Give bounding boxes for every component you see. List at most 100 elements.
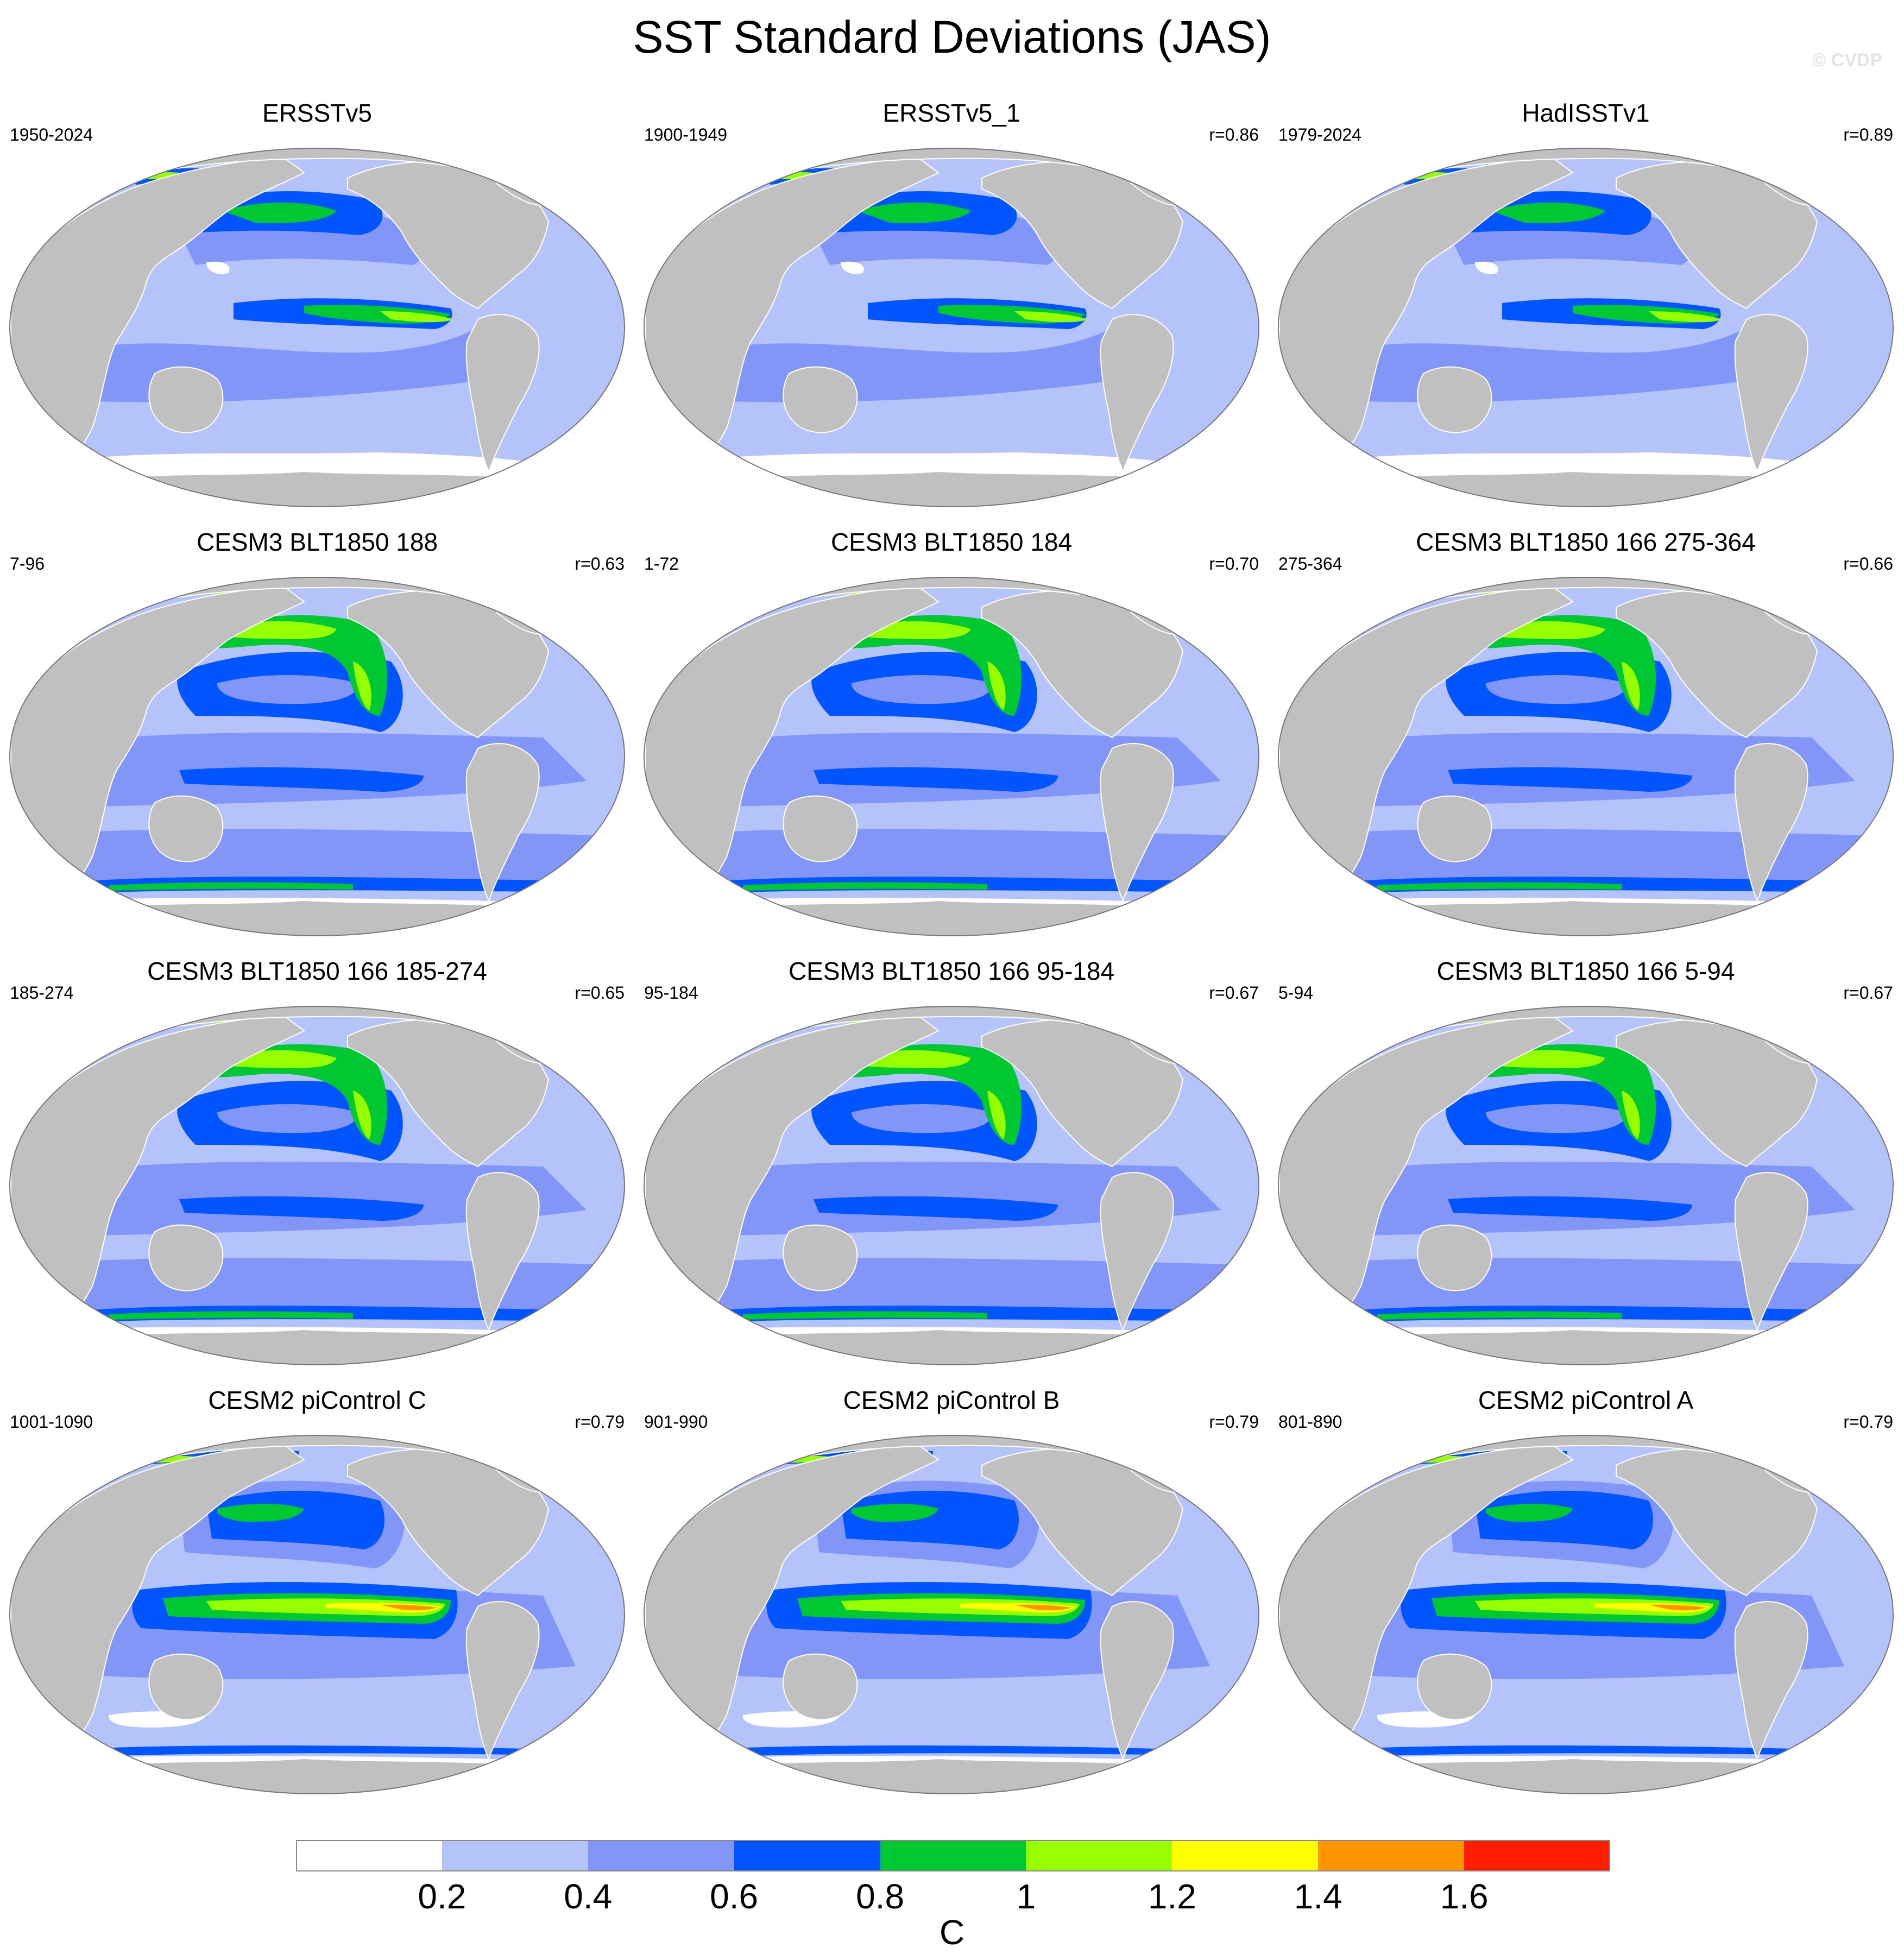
map-panel: CESM2 piControl A 801-890 r=0.79 (1269, 1386, 1903, 1818)
colorbar-tick-label: 1.6 (1440, 1877, 1489, 1916)
land-south-america (1734, 1172, 1808, 1331)
panel-correlation: r=0.63 (575, 554, 625, 573)
sst-map (644, 1435, 1259, 1794)
panel-period: 901-990 (644, 1412, 708, 1432)
land-south-america (1100, 314, 1174, 473)
land-australia (148, 795, 224, 862)
map-border (9, 1006, 625, 1365)
sst-map (1278, 1435, 1894, 1794)
colorbar-segment (442, 1840, 588, 1871)
panel-period: 1001-1090 (10, 1412, 93, 1432)
land-antarctica (1327, 470, 1846, 507)
map-border (9, 148, 625, 507)
land-antarctica (58, 1757, 577, 1794)
colorbar-tick-label: 1 (1016, 1877, 1036, 1916)
panel-period: 185-274 (10, 983, 74, 1003)
panel-title: CESM3 BLT1850 166 95-184 (788, 957, 1115, 985)
land-antarctica (1327, 1328, 1846, 1365)
land-australia (783, 1224, 858, 1291)
map-border (1278, 148, 1894, 507)
land (1279, 577, 1846, 936)
panel-title: CESM2 piControl B (843, 1386, 1060, 1414)
land-australia (783, 795, 858, 862)
land-south-america (465, 743, 540, 902)
land-australia (1417, 366, 1492, 433)
land-antarctica (58, 1328, 577, 1365)
land-south-america (465, 314, 540, 473)
colorbar-tick-label: 1.4 (1294, 1877, 1342, 1916)
panel-correlation: r=0.67 (1843, 983, 1893, 1003)
land-south-america (1100, 1172, 1174, 1331)
sst-map (1278, 148, 1894, 507)
map-panel: ERSSTv5 1950-2024 (0, 99, 634, 531)
panel-period: 275-364 (1278, 554, 1342, 573)
map-border (1278, 1006, 1894, 1365)
sst-map (1278, 1006, 1894, 1365)
map-panel: CESM3 BLT1850 166 95-184 95-184 r=0.67 (634, 957, 1269, 1389)
land-australia (783, 366, 858, 433)
panel-correlation: r=0.79 (1209, 1412, 1259, 1432)
map-panel: CESM3 BLT1850 184 1-72 r=0.70 (634, 528, 1269, 960)
colorbar-tick-label: 0.6 (710, 1877, 759, 1916)
map-border (1278, 1435, 1894, 1794)
map-panel: CESM3 BLT1850 188 7-96 r=0.63 (0, 528, 634, 960)
land-south-america (465, 1172, 540, 1331)
panel-correlation: r=0.86 (1209, 125, 1259, 144)
panel-correlation: r=0.70 (1209, 554, 1259, 573)
land (1279, 1006, 1846, 1365)
land-south-america (1734, 743, 1808, 902)
map-panel: CESM3 BLT1850 166 5-94 5-94 r=0.67 (1269, 957, 1903, 1389)
panel-correlation: r=0.79 (575, 1412, 625, 1432)
land-south-america (1100, 743, 1174, 902)
panel-title: CESM3 BLT1850 184 (830, 528, 1073, 556)
land-south-america (1734, 314, 1808, 473)
land (645, 1435, 1212, 1794)
panel-period: 1900-1949 (644, 125, 728, 144)
panel-period: 1-72 (644, 554, 679, 573)
panel-period: 801-890 (1278, 1412, 1342, 1432)
sst-map (9, 148, 625, 507)
map-panel: HadISSTv1 1979-2024 r=0.89 (1269, 99, 1903, 531)
colorbar-segment (588, 1840, 734, 1871)
map-border (1278, 577, 1894, 936)
land-south-america (1734, 1601, 1808, 1760)
map-panel: CESM2 piControl C 1001-1090 r=0.79 (0, 1386, 634, 1818)
panel-correlation: r=0.65 (575, 983, 625, 1003)
land-antarctica (58, 899, 577, 936)
map-border (9, 577, 625, 936)
panel-correlation: r=0.79 (1843, 1412, 1893, 1432)
panel-title: CESM3 BLT1850 188 (196, 528, 438, 556)
map-border (644, 1006, 1259, 1365)
panel-title: CESM2 piControl A (1478, 1386, 1694, 1414)
land-australia (1417, 1224, 1492, 1291)
panel-correlation: r=0.89 (1843, 125, 1893, 144)
colorbar-tick-label: 0.2 (418, 1877, 466, 1916)
colorbar-segment (1318, 1840, 1465, 1871)
colorbar-segment (1026, 1840, 1172, 1871)
colorbar-segment (296, 1840, 442, 1871)
colorbar-tick-label: 1.2 (1148, 1877, 1196, 1916)
panel-title: HadISSTv1 (1522, 99, 1650, 127)
sst-map (9, 1435, 625, 1794)
land (1279, 148, 1846, 507)
colorbar-segment (1464, 1840, 1610, 1871)
colorbar-unit: C (939, 1913, 965, 1952)
land-antarctica (1327, 1757, 1846, 1794)
map-panel: CESM3 BLT1850 166 275-364 275-364 r=0.66 (1269, 528, 1903, 960)
land-antarctica (1327, 899, 1846, 936)
map-panel: ERSSTv5_1 1900-1949 r=0.86 (634, 99, 1269, 531)
map-border (9, 1435, 625, 1794)
watermark: © CVDP (1812, 50, 1882, 71)
panel-period: 95-184 (644, 983, 698, 1003)
map-border (644, 148, 1259, 507)
colorbar-tick-label: 0.8 (856, 1877, 905, 1916)
panel-title: CESM3 BLT1850 166 5-94 (1436, 957, 1735, 985)
panel-correlation: r=0.67 (1209, 983, 1259, 1003)
land-australia (148, 366, 224, 433)
panel-title: CESM2 piControl C (208, 1386, 426, 1414)
panel-title: CESM3 BLT1850 166 275-364 (1416, 528, 1756, 556)
land-australia (783, 1653, 858, 1720)
panel-period: 7-96 (10, 554, 45, 573)
colorbar-segment (1172, 1840, 1319, 1871)
sst-map (644, 148, 1259, 507)
